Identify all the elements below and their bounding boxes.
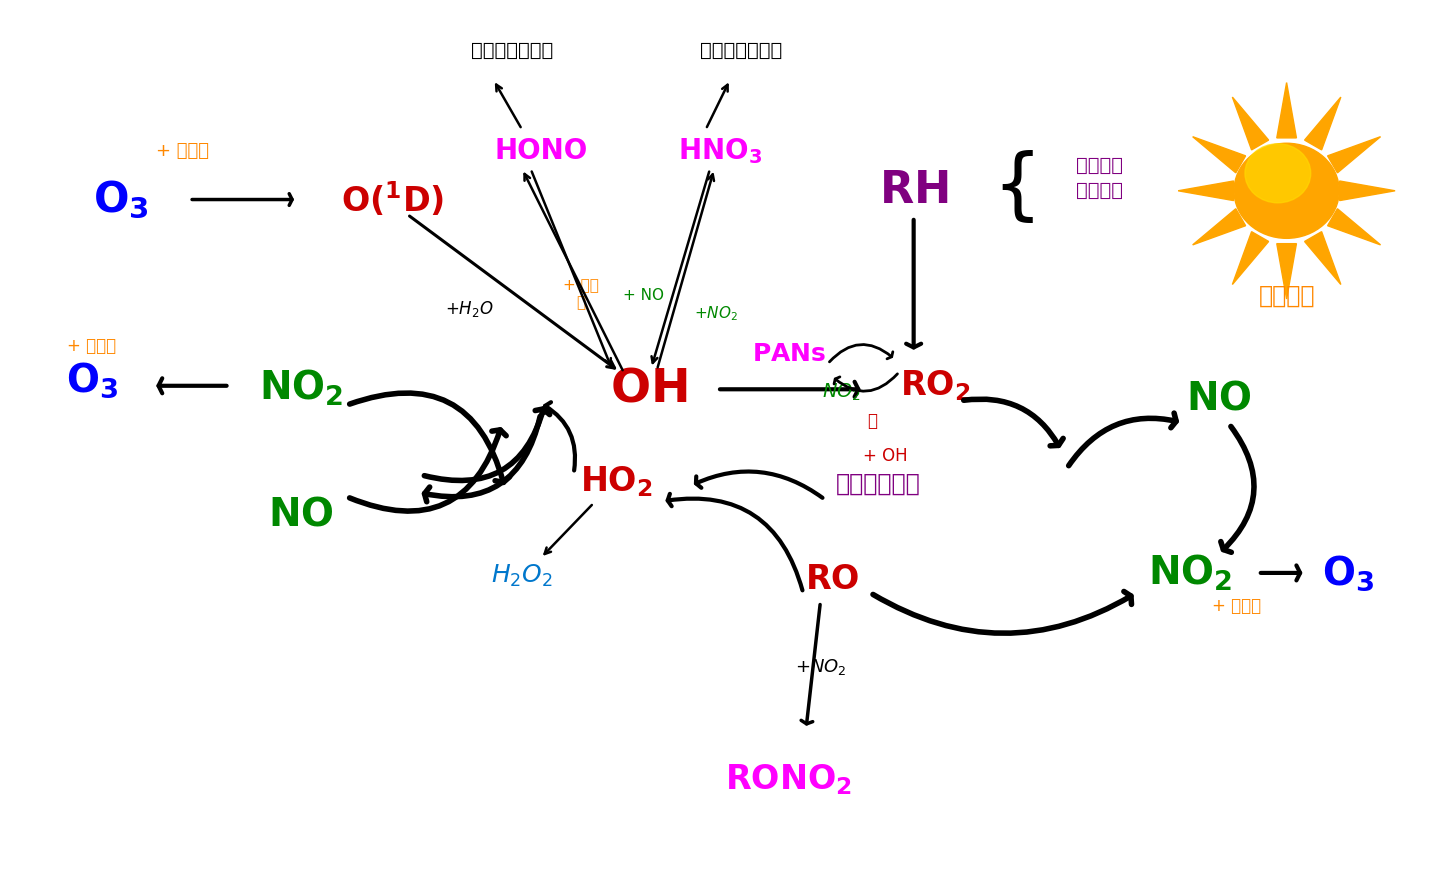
Text: アルデヒド類: アルデヒド類 [835, 472, 920, 495]
Polygon shape [1178, 181, 1234, 201]
Polygon shape [1339, 181, 1395, 201]
Polygon shape [1233, 231, 1269, 284]
Text: $\mathbf{RO_2}$: $\mathbf{RO_2}$ [900, 369, 971, 403]
Text: $\mathbf{O(^1D)}$: $\mathbf{O(^1D)}$ [341, 180, 445, 219]
Text: + 太陽
光: + 太陽 光 [563, 278, 599, 310]
Text: $H_2O_2$: $H_2O_2$ [491, 562, 553, 589]
Text: $\mathbf{PANs}$: $\mathbf{PANs}$ [752, 342, 827, 366]
Text: 非メタン
炭化水素: 非メタン 炭化水素 [1076, 156, 1123, 200]
Text: {: { [992, 150, 1043, 226]
Text: + 太陽光: + 太陽光 [156, 143, 209, 160]
Text: HONO: HONO [494, 137, 588, 165]
Text: $\mathbf{O_3}$: $\mathbf{O_3}$ [92, 179, 148, 221]
Text: $\mathbf{NO}$: $\mathbf{NO}$ [1187, 379, 1251, 417]
Text: $\mathbf{RONO_2}$: $\mathbf{RONO_2}$ [726, 762, 852, 796]
Text: $\mathbf{NO_2}$: $\mathbf{NO_2}$ [1148, 553, 1233, 593]
Text: + 太陽光: + 太陽光 [1212, 598, 1261, 615]
Ellipse shape [1246, 143, 1310, 202]
Polygon shape [1192, 209, 1246, 245]
Text: $+ NO_2$: $+ NO_2$ [694, 304, 737, 323]
Text: + NO: + NO [624, 289, 664, 304]
Text: $\mathbf{RH}$: $\mathbf{RH}$ [878, 169, 949, 212]
Polygon shape [1328, 209, 1381, 245]
Text: 不均一反応過程: 不均一反応過程 [471, 41, 553, 61]
Text: $\mathbf{NO_2}$: $\mathbf{NO_2}$ [259, 367, 343, 407]
Polygon shape [1328, 136, 1381, 172]
Text: $\mathbf{HO_2}$: $\mathbf{HO_2}$ [580, 465, 654, 499]
Polygon shape [1305, 231, 1341, 284]
Text: 熱: 熱 [867, 412, 877, 429]
Text: + OH: + OH [863, 447, 907, 465]
Text: $+ NO_2$: $+ NO_2$ [795, 657, 847, 678]
Text: $+ H_2O$: $+ H_2O$ [445, 299, 494, 319]
Text: + 太陽光: + 太陽光 [68, 336, 117, 355]
Text: $\mathbf{OH}$: $\mathbf{OH}$ [609, 367, 687, 412]
Text: $\mathbf{O_3}$: $\mathbf{O_3}$ [66, 361, 118, 400]
Text: $\mathbf{RO}$: $\mathbf{RO}$ [805, 563, 860, 597]
Text: 不均一反応過程: 不均一反応過程 [700, 41, 783, 61]
Polygon shape [1305, 97, 1341, 150]
Text: （昼間）: （昼間） [1259, 283, 1315, 308]
Text: $\mathbf{O_3}$: $\mathbf{O_3}$ [1322, 554, 1374, 593]
Polygon shape [1192, 136, 1246, 172]
Text: $\mathbf{HNO_3}$: $\mathbf{HNO_3}$ [678, 136, 762, 166]
Polygon shape [1277, 244, 1296, 299]
Polygon shape [1233, 97, 1269, 150]
Text: $\mathbf{NO}$: $\mathbf{NO}$ [268, 495, 334, 533]
Text: $NO_2$: $NO_2$ [822, 381, 861, 402]
Ellipse shape [1234, 143, 1339, 238]
Polygon shape [1277, 83, 1296, 138]
